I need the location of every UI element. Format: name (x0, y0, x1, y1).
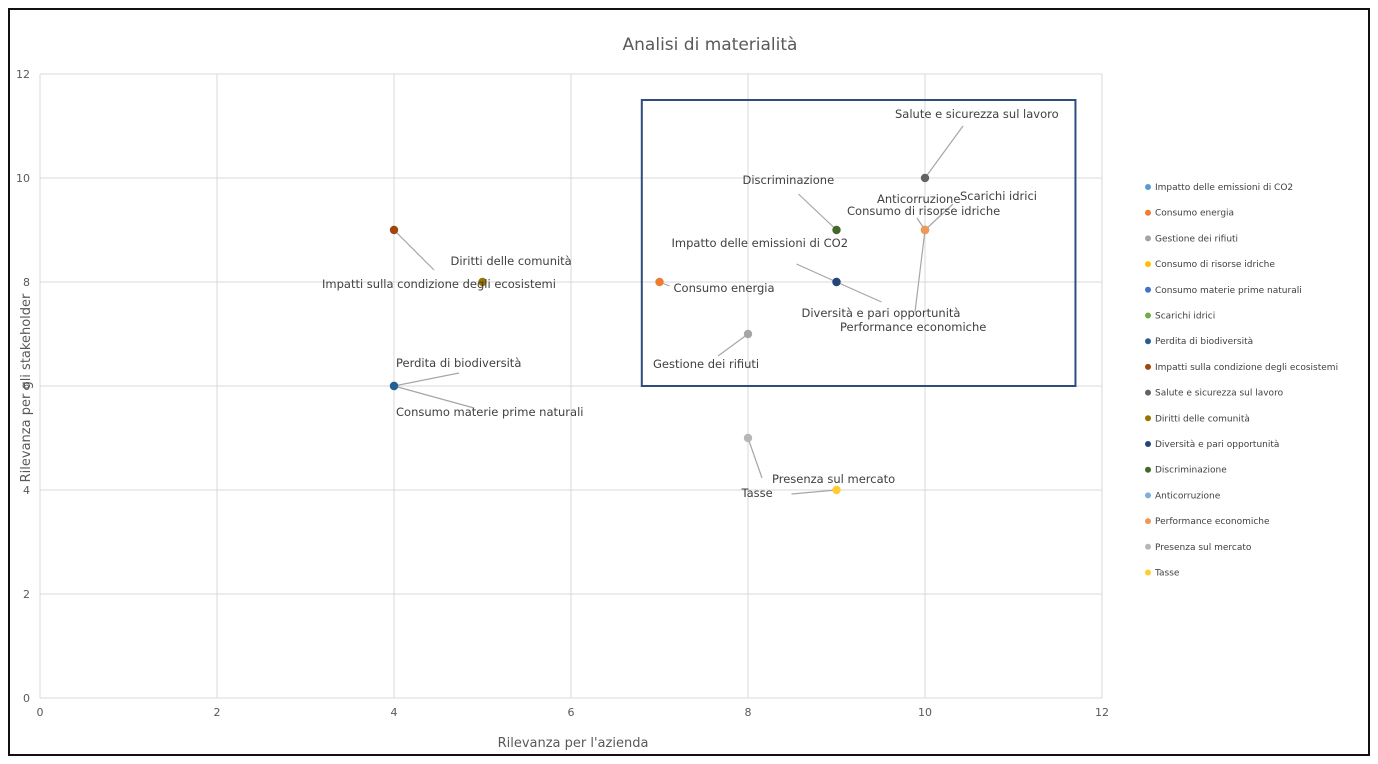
point-label: Impatto delle emissioni di CO2 (672, 236, 849, 250)
leader-line (717, 333, 749, 357)
point-label: Scarichi idrici (960, 189, 1037, 203)
point-label: Gestione dei rifiuti (653, 357, 759, 371)
legend-item: Consumo di risorse idriche (1155, 260, 1275, 270)
legend-marker (1145, 235, 1151, 242)
data-point (389, 381, 399, 391)
point-label: Performance economiche (840, 320, 986, 334)
x-tick-label: 2 (214, 706, 221, 719)
legend-item: Salute e sicurezza sul lavoro (1155, 389, 1284, 399)
x-tick-label: 12 (1095, 706, 1109, 719)
legend-marker (1145, 286, 1151, 293)
legend-item: Perdita di biodiversità (1155, 337, 1253, 347)
legend-marker (1145, 389, 1151, 396)
y-tick-label: 8 (23, 276, 30, 289)
legend-item: Diversità e pari opportunità (1155, 440, 1279, 450)
legend-marker (1145, 569, 1151, 576)
x-tick-label: 10 (918, 706, 932, 719)
point-label: Salute e sicurezza sul lavoro (895, 107, 1059, 121)
x-tick-label: 0 (37, 706, 44, 719)
y-axis-label: Rilevanza per gli stakeholder (19, 293, 34, 482)
legend-marker (1145, 184, 1151, 190)
highlight-box (640, 99, 1077, 387)
data-point (743, 329, 753, 339)
data-point (389, 225, 399, 235)
legend-item: Presenza sul mercato (1155, 543, 1252, 553)
leader-line (924, 125, 964, 179)
point-label: Presenza sul mercato (772, 472, 895, 486)
point-label: Impatti sulla condizione degli ecosistem… (322, 277, 556, 291)
data-point (832, 225, 841, 235)
point-label: Discriminazione (743, 173, 835, 187)
data-point (655, 277, 664, 287)
legend-marker (1145, 209, 1151, 216)
x-tick-label: 4 (391, 706, 398, 719)
x-axis-label: Rilevanza per l'azienda (498, 736, 649, 751)
legend-marker (1145, 363, 1151, 370)
leader-line (798, 193, 837, 231)
leader-line (393, 385, 475, 409)
leader-line (393, 372, 460, 387)
y-tick-label: 6 (23, 380, 30, 393)
point-label: Diritti delle comunità (451, 254, 572, 268)
axis-ticks: 0 2 4 6 8 10 12 0 2 4 6 8 10 12 (16, 68, 1109, 719)
chart-frame: Analisi di materialità Impatto delle emi… (8, 8, 1370, 756)
legend-item: Anticorruzione (1155, 491, 1221, 501)
y-tick-label: 0 (23, 692, 30, 705)
legend-marker (1145, 338, 1151, 345)
y-tick-label: 4 (23, 484, 30, 497)
leader-line (836, 281, 882, 303)
legend: Impatto delle emissioni di CO2 Consumo en… (1145, 183, 1338, 579)
y-tick-label: 2 (23, 588, 30, 601)
data-point (743, 433, 753, 443)
data-points (389, 173, 930, 495)
legend-item: Tasse (1154, 569, 1180, 579)
legend-marker (1145, 543, 1151, 550)
x-tick-label: 8 (745, 706, 752, 719)
legend-marker (1145, 518, 1151, 525)
legend-item: Discriminazione (1155, 466, 1227, 476)
data-point (832, 485, 841, 495)
legend-marker (1145, 466, 1151, 473)
leader-line (914, 229, 926, 313)
label-leader-lines (393, 125, 964, 495)
point-labels: Impatto delle emissioni di CO2 Consumo en… (322, 107, 1059, 500)
data-point (832, 277, 841, 287)
legend-item: Impatti sulla condizione degli ecosistem… (1155, 363, 1338, 373)
point-label: Perdita di biodiversità (396, 356, 521, 370)
legend-item: Performance economiche (1155, 517, 1270, 527)
leader-line (924, 203, 954, 231)
legend-item: Diritti delle comunità (1155, 414, 1250, 424)
legend-marker (1145, 261, 1151, 268)
legend-marker (1145, 492, 1151, 499)
y-tick-label: 12 (16, 68, 30, 81)
point-label: Consumo materie prime naturali (396, 405, 583, 419)
leader-line (791, 489, 837, 495)
legend-item: Consumo energia (1155, 209, 1234, 219)
leader-line (393, 229, 435, 271)
data-point (478, 277, 487, 287)
point-label: Consumo di risorse idriche (847, 204, 1000, 218)
legend-item: Consumo materie prime naturali (1155, 286, 1302, 296)
point-label: Tasse (741, 486, 773, 500)
y-tick-label: 10 (16, 172, 30, 185)
legend-marker (1145, 415, 1151, 422)
chart-title: Analisi di materialità (623, 35, 798, 55)
data-point (920, 173, 930, 183)
legend-item: Impatto delle emissioni di CO2 (1155, 183, 1293, 193)
legend-marker (1145, 441, 1151, 447)
x-tick-label: 6 (568, 706, 575, 719)
leader-line (796, 263, 837, 283)
point-label: Anticorruzione (877, 192, 960, 206)
chart-canvas: Analisi di materialità Impatto delle emi… (16, 35, 1338, 751)
legend-item: Gestione dei rifiuti (1155, 234, 1238, 244)
data-point (920, 225, 930, 235)
legend-marker (1145, 312, 1151, 319)
leader-line (747, 437, 763, 479)
point-label: Diversità e pari opportunità (802, 306, 961, 320)
point-label: Consumo energia (674, 281, 775, 295)
legend-item: Scarichi idrici (1155, 312, 1215, 322)
